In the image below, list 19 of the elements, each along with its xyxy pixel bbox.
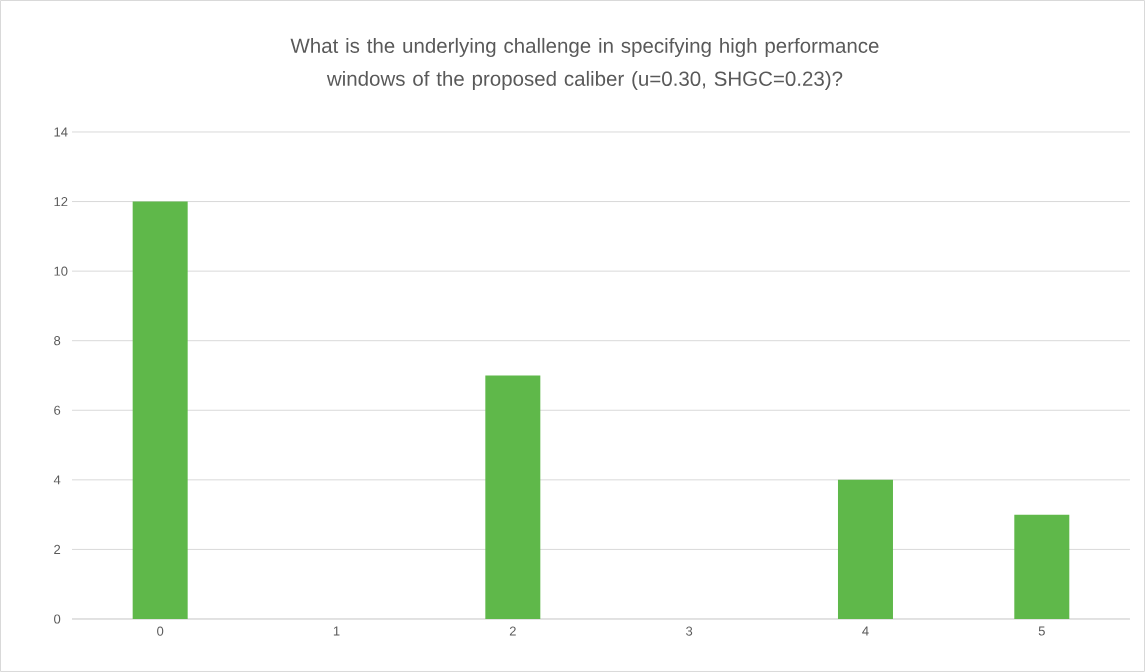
x-tick-label: 3 (686, 626, 693, 636)
x-tick-label: 1 (333, 626, 340, 636)
y-tick-label: 10 (54, 266, 68, 276)
chart-title: What is the underlying challenge in specifying high performance windows of the proposed caliber (u=0.30, SHGC=0.23)? (290, 37, 879, 91)
y-tick-label: 12 (54, 197, 68, 207)
bar (485, 375, 541, 619)
x-tick-label: 0 (157, 626, 164, 636)
y-tick-label: 2 (54, 544, 61, 554)
y-tick-label: 8 (54, 336, 61, 346)
x-tick-label: 5 (1038, 626, 1045, 636)
bar (1014, 514, 1070, 619)
y-tick-label: 0 (54, 614, 61, 624)
y-tick-label: 14 (54, 127, 68, 137)
y-tick-label: 6 (54, 405, 61, 415)
x-tick-label: 2 (509, 626, 516, 636)
y-tick-label: 4 (53, 475, 61, 485)
bar (132, 201, 188, 619)
x-tick-label: 4 (862, 626, 869, 636)
bar (837, 479, 893, 619)
